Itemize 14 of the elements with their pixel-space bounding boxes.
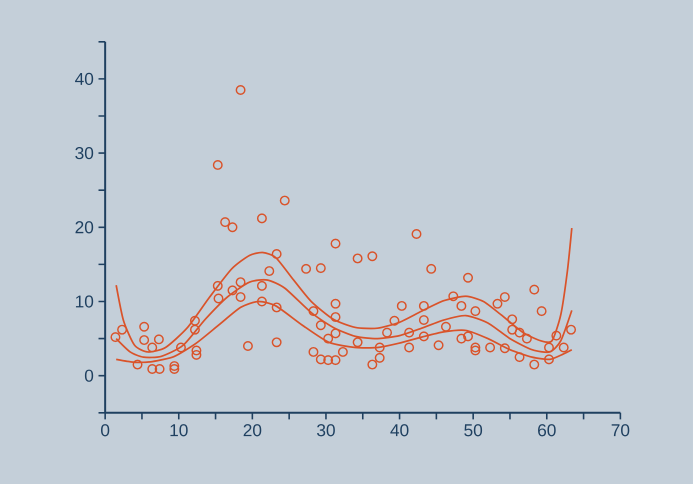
x-tick-label: 50	[464, 424, 482, 436]
y-tick-label: 30	[75, 146, 94, 159]
y-tick-label: 10	[76, 295, 94, 308]
x-tick-label: 60	[538, 424, 556, 436]
y-tick-label: 40	[75, 72, 94, 85]
y-tick-label: 0	[84, 369, 94, 382]
x-tick-label: 70	[612, 424, 630, 436]
x-tick-label: 20	[244, 424, 262, 436]
line-series	[115, 226, 573, 353]
x-tick-label: 10	[170, 424, 188, 436]
x-tick-label: 0	[101, 424, 110, 436]
x-tick-label: 30	[317, 424, 335, 436]
x-tick-label: 40	[390, 424, 408, 436]
y-tick-label: 20	[76, 220, 94, 234]
